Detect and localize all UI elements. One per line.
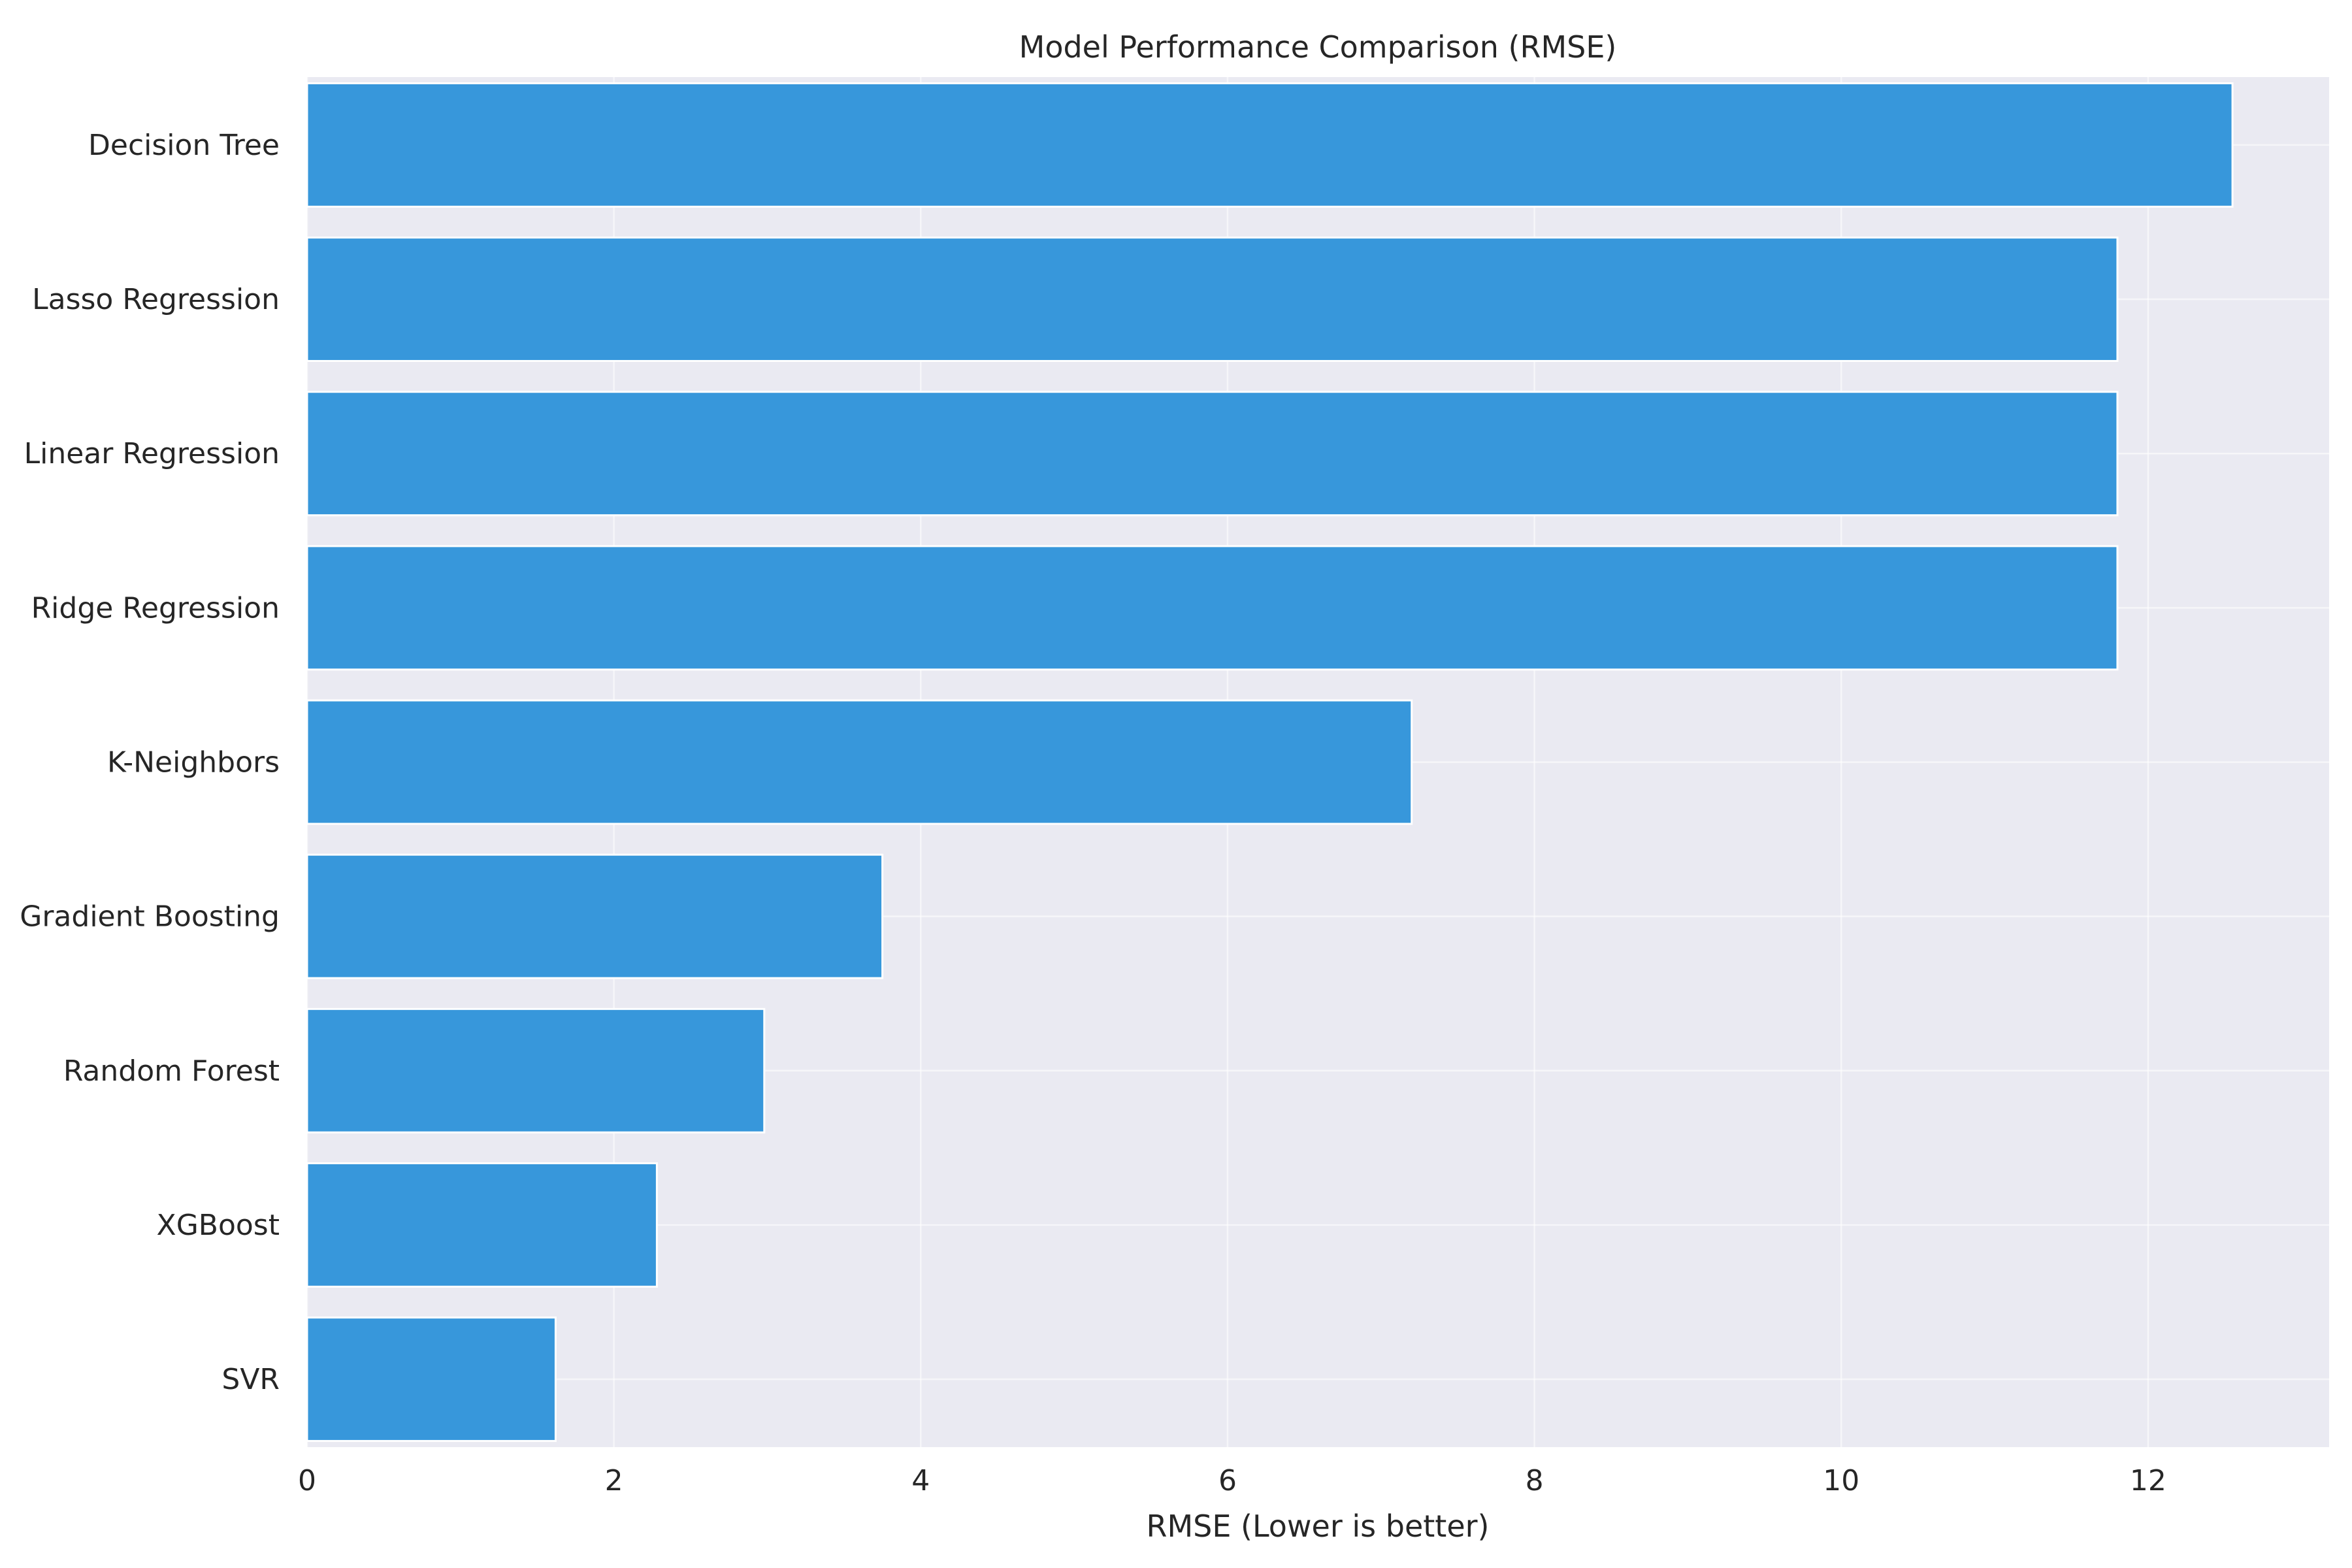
x-tick-label: 2	[605, 1464, 623, 1497]
x-tick-label: 4	[911, 1464, 930, 1497]
x-tick-label: 10	[1823, 1464, 1859, 1497]
y-tick-label: SVR	[221, 1363, 280, 1396]
bar-svr	[306, 1316, 557, 1443]
x-tick-label: 12	[2130, 1464, 2166, 1497]
x-tick-label: 0	[298, 1464, 316, 1497]
x-axis-title: RMSE (Lower is better)	[1146, 1509, 1489, 1544]
y-tick-label: Gradient Boosting	[20, 900, 280, 934]
bars	[306, 82, 2234, 1443]
bar-gradient-boosting	[306, 853, 884, 979]
y-tick-label: Random Forest	[63, 1054, 280, 1088]
bar-random-forest	[306, 1007, 766, 1134]
y-tick-label: Ridge Regression	[31, 591, 280, 625]
chart-title: Model Performance Comparison (RMSE)	[1019, 29, 1617, 65]
y-tick-label: K-Neighbors	[107, 746, 280, 779]
y-tick-label: XGBoost	[157, 1209, 280, 1242]
y-tick-labels: Decision Tree Lasso Regression Linear Regr…	[20, 129, 280, 1396]
bar-lasso-regression	[306, 237, 2119, 363]
bar-ridge-regression	[306, 545, 2119, 671]
y-tick-label: Lasso Regression	[32, 283, 280, 316]
x-tick-label: 6	[1218, 1464, 1237, 1497]
x-tick-labels: 0 2 4 6 8 10 12	[298, 1464, 2166, 1497]
bar-xgboost	[306, 1162, 658, 1288]
bar-k-neighbors	[306, 699, 1413, 825]
bar-linear-regression	[306, 391, 2119, 517]
bar-decision-tree	[306, 82, 2234, 208]
y-tick-label: Linear Regression	[24, 437, 280, 470]
x-tick-label: 8	[1526, 1464, 1544, 1497]
y-tick-label: Decision Tree	[88, 129, 280, 162]
